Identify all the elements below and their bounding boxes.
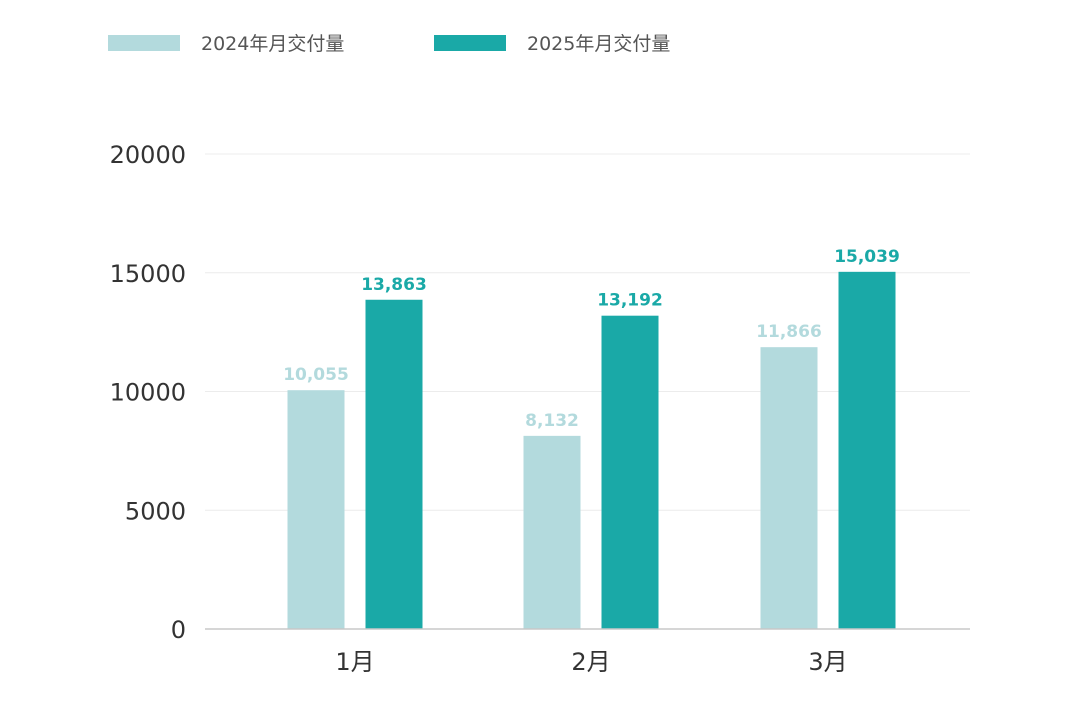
y-tick-label: 0 [171, 616, 186, 644]
bar-1-2 [523, 435, 581, 629]
bar-1-1 [287, 390, 345, 629]
bar-2-2 [601, 315, 659, 629]
y-tick-label: 15000 [110, 260, 186, 288]
y-tick-label: 5000 [125, 497, 186, 525]
x-tick-label: 1月 [335, 648, 374, 676]
data-label-1-2: 8,132 [525, 411, 579, 431]
x-tick-label: 3月 [808, 648, 847, 676]
legend-swatch-1 [108, 35, 180, 51]
legend-label-1: 2024年月交付量 [201, 33, 344, 55]
data-label-2-2: 13,192 [597, 291, 663, 311]
bar-2-3 [838, 271, 896, 629]
y-tick-label: 20000 [110, 141, 186, 169]
x-tick-label: 2月 [571, 648, 610, 676]
data-labels: 10,055 13,863 8,132 13,192 11,866 15,039 [283, 247, 900, 431]
data-label-2-3: 15,039 [834, 247, 900, 267]
bar-2-1 [365, 299, 423, 629]
x-axis: 1月 2月 3月 [205, 628, 970, 676]
data-label-1-1: 10,055 [283, 365, 349, 385]
legend-label-2: 2025年月交付量 [527, 33, 670, 55]
chart-legend: 2024年月交付量 2025年月交付量 [108, 33, 670, 55]
bar-1-3 [760, 347, 818, 629]
data-label-1-3: 11,866 [756, 322, 822, 342]
legend-swatch-2 [434, 35, 506, 51]
data-label-2-1: 13,863 [361, 275, 427, 295]
y-axis: 0 5000 10000 15000 20000 [110, 141, 186, 644]
y-tick-label: 10000 [110, 379, 186, 407]
bars [287, 271, 896, 629]
